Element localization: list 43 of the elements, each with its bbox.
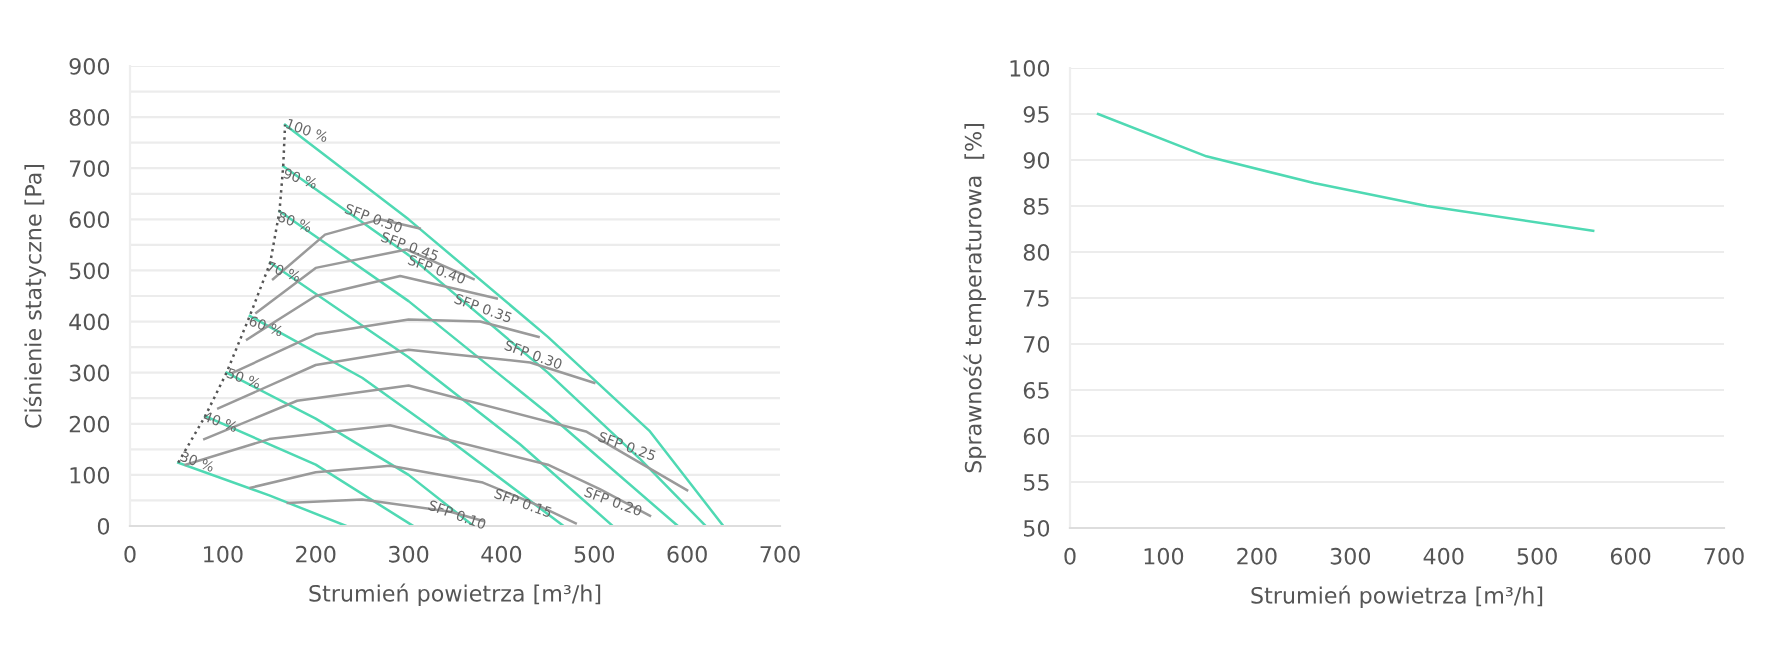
x-tick-label: 0 (1064, 547, 1076, 565)
y-tick-label: 700 (69, 160, 110, 177)
y-tick-label: 900 (69, 57, 110, 75)
x-axis-title: Strumień powietrza [m³/h] (1251, 585, 1543, 609)
x-tick-label: 700 (760, 545, 800, 563)
x-tick-label: 700 (1704, 547, 1744, 565)
y-tick-label: 800 (69, 109, 110, 126)
y-tick-label: 55 (1023, 474, 1049, 491)
x-tick-label: 300 (389, 545, 429, 563)
y-axis-title: Ciśnienie statyczne [Pa] (23, 164, 46, 428)
y-tick-label: 80 (1023, 243, 1050, 261)
y-tick-label: 70 (1024, 335, 1050, 353)
x-tick-label: 0 (124, 545, 136, 563)
y-tick-label: 600 (69, 211, 110, 229)
y-tick-label: 65 (1023, 381, 1049, 399)
x-tick-label: 400 (481, 545, 522, 563)
y-tick-label: 0 (97, 517, 110, 535)
line-series (249, 464, 577, 525)
y-tick-label: 500 (69, 262, 110, 280)
x-tick-label: 600 (1610, 547, 1651, 565)
y-tick-label: 60 (1023, 427, 1050, 445)
y-tick-label: 200 (69, 415, 110, 433)
x-tick-label: 100 (204, 545, 243, 563)
y-tick-label: 400 (69, 313, 110, 331)
x-tick-label: 300 (1330, 547, 1371, 565)
y-tick-label: 100 (70, 466, 110, 484)
x-tick-label: 200 (296, 545, 336, 563)
y-tick-label: 75 (1024, 290, 1049, 307)
y-tick-label: 90 (1023, 151, 1050, 169)
y-axis-title: Sprawność temperaturowa [%] (963, 124, 986, 473)
x-tick-label: 500 (1517, 547, 1557, 565)
y-tick-label: 85 (1023, 197, 1049, 215)
x-tick-label: 500 (574, 545, 615, 563)
line-series (1096, 112, 1595, 233)
y-tick-label: 50 (1023, 519, 1050, 537)
x-tick-label: 100 (1144, 547, 1184, 565)
x-axis-title: Strumień powietrza [m³/h] (309, 583, 601, 607)
x-tick-label: 200 (1237, 547, 1277, 565)
y-tick-label: 100 (1010, 59, 1050, 77)
y-tick-label: 300 (69, 364, 110, 382)
y-tick-label: 95 (1023, 105, 1049, 123)
x-tick-label: 600 (667, 545, 707, 563)
x-tick-label: 400 (1423, 547, 1464, 565)
